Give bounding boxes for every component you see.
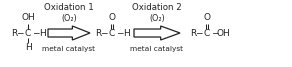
Text: O: O [109,13,116,23]
Text: H: H [39,28,45,38]
Text: O: O [204,13,211,23]
Text: OH: OH [21,13,35,23]
Text: H: H [123,28,129,38]
Text: (O₂): (O₂) [61,13,77,23]
Text: metal catalyst: metal catalyst [131,46,183,52]
Text: H: H [25,43,31,53]
Text: R: R [190,28,196,38]
Text: −: − [116,28,124,38]
Text: −: − [32,28,40,38]
Text: −: − [195,28,203,38]
Text: −: − [100,28,108,38]
Polygon shape [134,26,180,40]
Text: C: C [204,28,210,38]
Text: Oxidation 1: Oxidation 1 [44,3,94,12]
Text: C: C [109,28,115,38]
Text: metal catalyst: metal catalyst [43,46,95,52]
Text: OH: OH [216,28,230,38]
Text: −: − [211,28,219,38]
Text: (O₂): (O₂) [149,13,165,23]
Text: R: R [11,28,17,38]
Text: Oxidation 2: Oxidation 2 [132,3,182,12]
Text: R: R [95,28,101,38]
Text: −: − [16,28,24,38]
Text: C: C [25,28,31,38]
Polygon shape [48,26,90,40]
